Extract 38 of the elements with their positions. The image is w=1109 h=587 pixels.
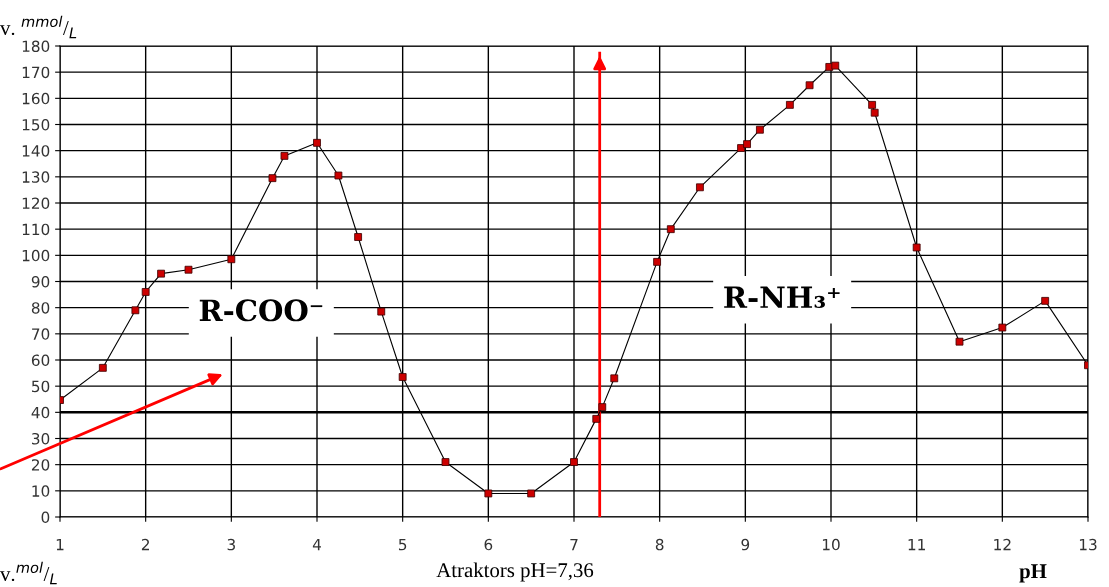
x-tick-label: 8	[655, 538, 664, 551]
x-tick-label: 2	[141, 538, 149, 551]
annotation: R-COO⁻	[199, 299, 323, 322]
x-tick-label: 11	[908, 539, 925, 551]
y-tick-label: 10	[32, 485, 50, 497]
x-tick-label: 7	[570, 539, 578, 551]
x-tick-label: 6	[484, 538, 493, 551]
x-tick-label: 9	[741, 538, 750, 551]
x-tick-label: 5	[398, 539, 407, 551]
y-tick-label: 180	[22, 40, 50, 53]
x-tick-label: 13	[1079, 538, 1097, 551]
y-tick-label: 30	[32, 432, 50, 445]
y-axis-title: v. $^{mmol}$/$_{L}$	[0, 15, 77, 39]
y-tick-label: 150	[22, 118, 50, 131]
y-tick-label: 140	[22, 145, 50, 157]
x-tick-label: 1	[56, 539, 64, 551]
annotation: R-NH₃⁺	[724, 286, 840, 308]
text: v.$^{mol}$/$_{L}$	[0, 561, 57, 585]
y-tick-label: 40	[31, 406, 50, 419]
x-tick-label: 10	[822, 538, 840, 551]
y-tick-label: 0	[41, 511, 50, 524]
y-tick-label: 50	[32, 380, 50, 393]
y-tick-label: 120	[22, 197, 50, 210]
x-tick-label: 3	[227, 538, 235, 551]
x-tick-label: 4	[312, 539, 321, 551]
y-tick-label: 20	[31, 459, 50, 471]
text: Atraktors pH=7,36	[436, 562, 594, 582]
y-tick-label: 100	[22, 249, 50, 262]
y-tick-label: 170	[22, 66, 50, 79]
x-tick-label: 12	[994, 538, 1011, 551]
y-tick-label: 90	[31, 275, 50, 288]
y-tick-label: 160	[22, 92, 50, 105]
y-tick-label: 110	[22, 223, 50, 236]
y-tick-label: 70	[32, 328, 50, 340]
y-tick-label: 60	[31, 354, 50, 367]
x-axis-title: pH	[1019, 564, 1047, 583]
y-tick-label: 80	[31, 302, 50, 314]
y-tick-label: 130	[22, 171, 50, 183]
